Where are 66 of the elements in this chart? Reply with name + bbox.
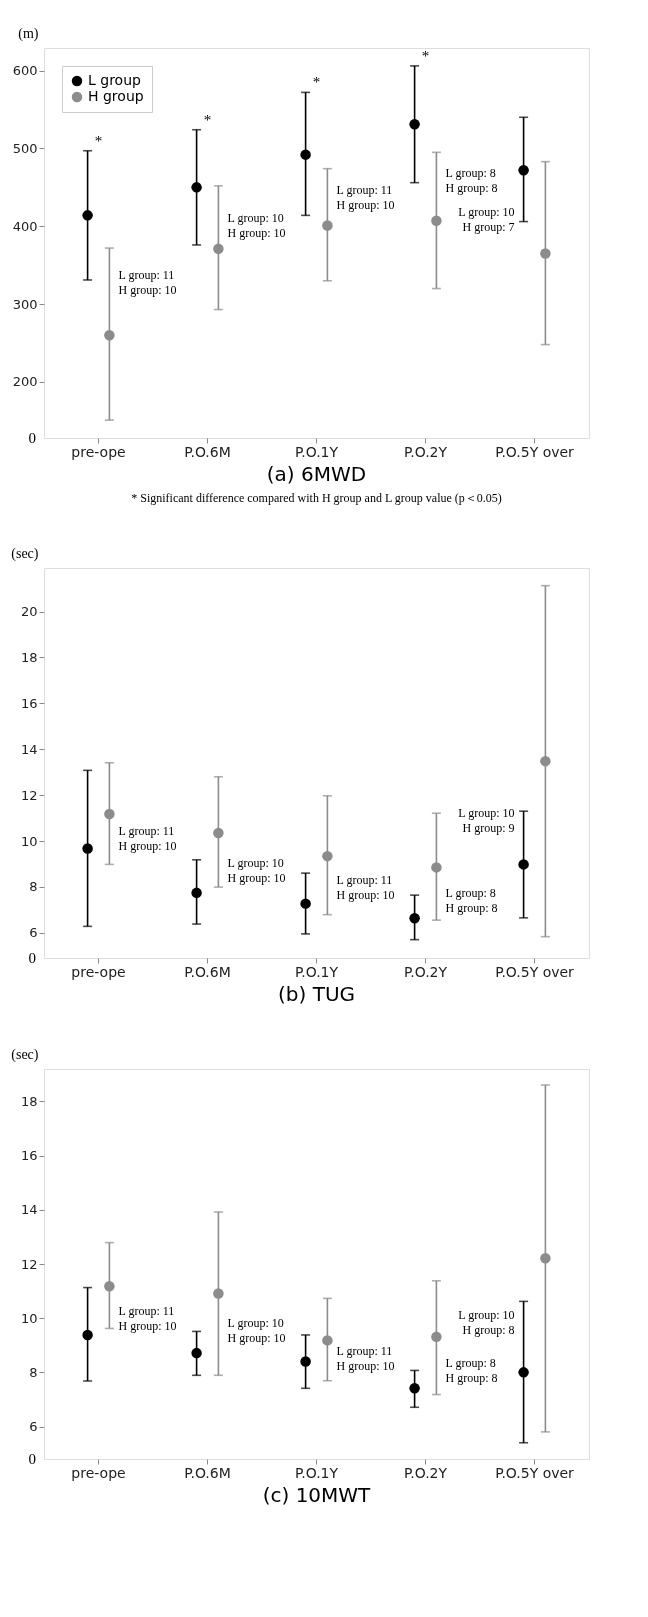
legend-label: L group [88, 72, 142, 88]
annotation: * [421, 47, 430, 64]
x-tick-label: P.O.6M [184, 1464, 231, 1481]
y-tick-label: 300 [12, 296, 38, 312]
annotation: L group: 11 H group: 10 [118, 824, 177, 854]
x-tick-label: P.O.6M [184, 963, 231, 980]
text: (c) 10MWT [262, 1483, 372, 1507]
legend-label: H group [88, 88, 144, 104]
y-tick-label: 10 [20, 833, 38, 849]
x-tick-label: P.O.5Y over [495, 963, 575, 980]
y-tick-label: 16 [20, 1148, 38, 1164]
y-tick-label: 10 [20, 1310, 38, 1326]
text: (b) TUG [277, 982, 356, 1006]
y-tick-label: 12 [20, 787, 38, 803]
x-tick-label: pre-ope [71, 443, 126, 460]
y-axis-title: (sec) [11, 1046, 39, 1063]
annotation: L group: 10 H group: 7 [458, 204, 515, 234]
annotation: L group: 10 H group: 8 [458, 1308, 515, 1338]
annotation: * [312, 74, 321, 91]
x-tick-label: P.O.6M [184, 443, 231, 460]
y-tick-label: 6 [29, 1419, 38, 1434]
annotation: L group: 10 H group: 10 [227, 1316, 286, 1346]
annotation: L group: 8 H group: 8 [445, 1355, 498, 1385]
x-tick-label: P.O.1Y [294, 443, 339, 460]
x-tick-label: pre-ope [71, 963, 126, 980]
x-tick-label: P.O.1Y [294, 963, 339, 980]
y-tick-label: 16 [20, 695, 38, 711]
text: (a) 6MWD [266, 462, 367, 486]
x-tick-label: P.O.5Y over [495, 443, 575, 460]
y-tick-label: 14 [20, 741, 38, 757]
y-tick-label: 8 [29, 1364, 38, 1380]
y-tick-label: 12 [20, 1256, 38, 1272]
y-tick-label: 20 [20, 604, 38, 620]
y-tick-label: 18 [20, 649, 38, 665]
annotation: L group: 11 H group: 10 [118, 268, 177, 298]
annotation: L group: 11 H group: 10 [118, 1303, 177, 1333]
x-tick-label: P.O.5Y over [495, 1464, 575, 1481]
y-tick-label: 500 [12, 140, 38, 156]
annotation: * [203, 111, 212, 128]
y-tick-label: 8 [29, 879, 38, 895]
y-tick-label: 200 [12, 374, 38, 390]
annotation: L group: 10 H group: 10 [227, 211, 286, 241]
y-tick-label: 400 [12, 218, 38, 234]
x-tick-label: P.O.2Y [403, 963, 448, 980]
annotation: L group: 11 H group: 10 [336, 872, 395, 902]
text: 0 [28, 430, 36, 446]
text: * Significant difference compared with H group and L group value (p＜0.05) [131, 491, 502, 505]
x-tick-label: P.O.2Y [403, 1464, 448, 1481]
x-tick-label: P.O.1Y [294, 1464, 339, 1481]
y-tick-label: 18 [20, 1094, 38, 1109]
y-axis-title: (sec) [11, 545, 39, 562]
y-tick-label: 600 [12, 63, 38, 79]
text: 0 [28, 1451, 36, 1467]
y-axis-title: (m) [18, 25, 39, 42]
annotation: L group: 10 H group: 9 [458, 805, 515, 835]
annotation: L group: 10 H group: 10 [227, 855, 286, 885]
x-tick-label: P.O.2Y [403, 443, 448, 460]
annotation: L group: 11 H group: 10 [336, 1343, 395, 1373]
annotation: L group: 11 H group: 10 [336, 183, 395, 213]
y-tick-label: 14 [20, 1202, 38, 1218]
x-tick-label: pre-ope [71, 1464, 126, 1481]
text: 0 [28, 950, 36, 966]
annotation: L group: 8 H group: 8 [445, 885, 498, 915]
annotation: * [94, 132, 103, 149]
y-tick-label: 6 [29, 925, 38, 941]
annotation: L group: 8 H group: 8 [445, 165, 498, 195]
